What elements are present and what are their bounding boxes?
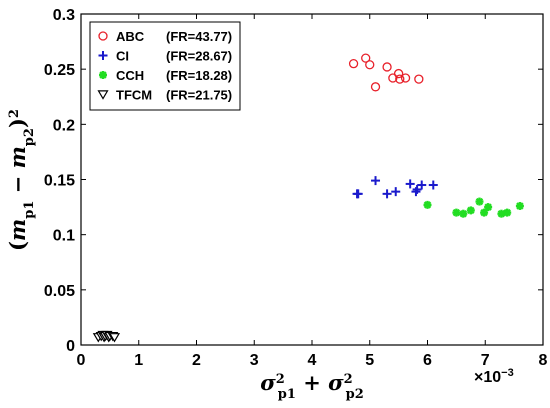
- data-point-ci: [391, 187, 401, 197]
- data-point-cch: [452, 208, 461, 217]
- y-tick-label: 0.1: [53, 228, 75, 245]
- data-point-ci: [428, 180, 438, 190]
- x-exponent-base: ×10: [474, 369, 501, 386]
- x-label-sub-2: p2: [346, 387, 364, 402]
- x-axis-label: σ2 p1 + σ2 p2: [260, 370, 364, 402]
- data-point-ci: [371, 176, 381, 186]
- data-point-cch: [515, 201, 524, 210]
- legend-label-abc: ABC: [116, 29, 145, 44]
- legend-fr-abc: (FR=43.77): [166, 29, 232, 44]
- data-point-abc: [370, 82, 381, 92]
- data-marks: [92, 53, 524, 343]
- y-label-m-1: m: [5, 219, 30, 241]
- y-tick-label: 0.2: [53, 117, 75, 134]
- data-point-abc: [388, 73, 398, 83]
- legend-fr-ci: (FR=28.67): [166, 49, 232, 64]
- y-tick-label: 0.15: [44, 173, 75, 190]
- legend-marker-cch: [99, 71, 107, 79]
- data-point-ci: [412, 184, 422, 194]
- y-label-m-2: m: [5, 146, 30, 168]
- legend-label-cch: CCH: [116, 68, 144, 83]
- y-tick-label: 0.25: [44, 62, 75, 79]
- x-exponent-power: −3: [501, 367, 514, 379]
- x-tick-label: 7: [481, 352, 490, 369]
- data-point-cch: [466, 206, 475, 215]
- data-point-abc: [348, 59, 359, 69]
- legend-marker-abc: [98, 31, 108, 41]
- y-tick-label: 0: [66, 338, 75, 355]
- legend-label-ci: CI: [116, 49, 129, 64]
- data-point-cch: [423, 200, 432, 209]
- data-point-cch: [459, 209, 468, 218]
- legend: ABC (FR=43.77) CI (FR=28.67) CCH (FR=18.28) TF…: [89, 21, 241, 111]
- x-label-sigma-2: σ: [328, 370, 344, 395]
- legend-label-tfcm: TFCM: [116, 88, 152, 103]
- data-point-abc: [393, 68, 404, 79]
- data-point-ci: [405, 179, 415, 189]
- x-label-sup-2: 2: [344, 372, 353, 387]
- legend-marker-ci: [98, 51, 108, 60]
- data-point-abc: [361, 53, 371, 63]
- data-point-cch: [503, 208, 512, 217]
- data-point-ci: [353, 189, 363, 199]
- x-label-sub-1: p1: [278, 387, 296, 402]
- x-tick-label: 6: [423, 352, 432, 369]
- y-axis-label: (mp1 − mp2)2: [5, 109, 37, 251]
- data-point-abc: [382, 62, 392, 72]
- axis-ticks: 0 1 2 3 4 5 6 7 8 0 0.05 0.1 0.15 0.2 0.25 0.3: [44, 7, 548, 369]
- legend-marker-tfcm: [97, 90, 109, 100]
- data-point-cch: [475, 197, 484, 206]
- y-label-close: ): [5, 118, 30, 128]
- y-tick-label: 0.3: [53, 7, 75, 24]
- data-point-ci: [417, 180, 427, 190]
- data-point-cch: [484, 203, 493, 212]
- y-label-sub-1: p1: [22, 201, 37, 219]
- x-tick-label: 5: [365, 352, 374, 369]
- data-point-ci: [382, 189, 392, 199]
- x-tick-label: 3: [250, 352, 259, 369]
- x-tick-label: 4: [308, 352, 317, 369]
- x-axis-exponent: ×10−3: [474, 367, 514, 386]
- x-tick-label: 8: [539, 352, 548, 369]
- y-label-sub-2: p2: [22, 128, 37, 146]
- x-label-plus: +: [296, 370, 328, 395]
- y-label-open: (: [5, 241, 30, 251]
- data-point-abc: [400, 73, 411, 83]
- x-tick-label: 2: [192, 352, 201, 369]
- legend-fr-tfcm: (FR=21.75): [166, 88, 232, 103]
- data-point-abc: [395, 74, 405, 84]
- y-label-minus: −: [5, 168, 30, 200]
- legend-fr-cch: (FR=18.28): [166, 68, 232, 83]
- y-label-sup: 2: [7, 109, 22, 118]
- x-label-sup-1: 2: [276, 372, 285, 387]
- data-point-abc: [414, 74, 424, 84]
- data-point-tfcm: [108, 333, 121, 343]
- x-tick-label: 1: [134, 352, 143, 369]
- x-tick-label: 0: [77, 352, 86, 369]
- data-point-abc: [365, 60, 375, 70]
- legend-box: [89, 21, 241, 111]
- x-label-sigma-1: σ: [260, 370, 276, 395]
- y-tick-label: 0.05: [44, 283, 75, 300]
